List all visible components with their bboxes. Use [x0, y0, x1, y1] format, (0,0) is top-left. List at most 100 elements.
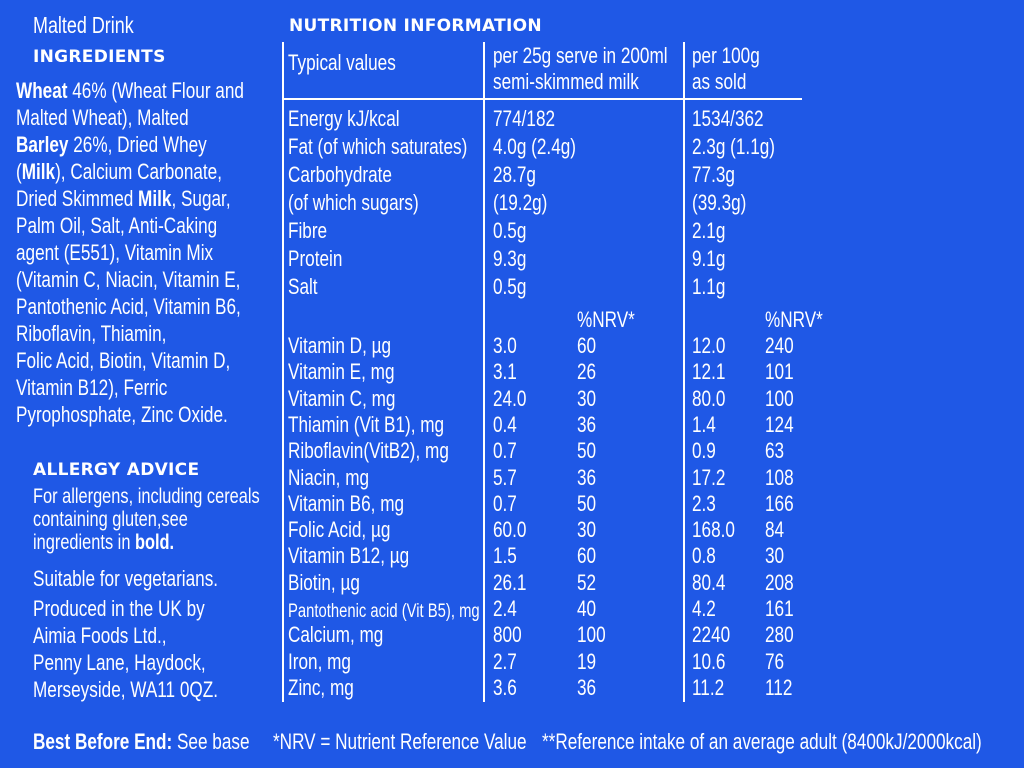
- nutrient-label: Fibre: [288, 218, 328, 243]
- vitamin-100g-value: 11.2: [692, 675, 725, 700]
- col-header-100g: per 100g as sold: [692, 43, 760, 95]
- vitamin-100g-value: 0.8: [692, 543, 716, 568]
- ingredient-line: Pantothenic Acid, Vitamin B6,: [16, 293, 244, 320]
- vitamin-100g-nrv: 101: [765, 359, 794, 384]
- vitamin-label: Vitamin B12, µg: [288, 543, 410, 568]
- vitamin-serve-nrv: 36: [577, 675, 597, 700]
- vitamin-serve-value: 0.4: [493, 412, 517, 437]
- allergen-text: Wheat: [16, 78, 68, 103]
- vitamin-label: Pantothenic acid (Vit B5), mg: [288, 601, 480, 622]
- nutrient-100g-value: 1534/362: [692, 106, 764, 131]
- nutrient-serve-value: 9.3g: [493, 246, 527, 271]
- vitamin-serve-value: 800: [493, 622, 522, 647]
- ingredient-line: Barley 26%, Dried Whey: [16, 131, 244, 158]
- ingredient-line: Pyrophosphate, Zinc Oxide.: [16, 401, 244, 428]
- col-header-100g-line: per 100g: [692, 43, 760, 68]
- vegetarian-note: Suitable for vegetarians.: [33, 566, 219, 591]
- product-name: Malted Drink: [33, 12, 134, 38]
- vitamin-100g-value: 1.4: [692, 412, 716, 437]
- vitamin-serve-value: 26.1: [493, 570, 527, 595]
- nrv-footnote: *NRV = Nutrient Reference Value: [273, 729, 527, 754]
- ingredient-text: agent (E551), Vitamin Mix: [16, 240, 214, 265]
- nutrient-label: Salt: [288, 274, 318, 299]
- vitamin-label: Vitamin E, mg: [288, 359, 395, 384]
- nutrient-label: Protein: [288, 246, 343, 271]
- vitamin-label: Thiamin (Vit B1), mg: [288, 412, 445, 437]
- ingredients-list: Wheat 46% (Wheat Flour and Malted Wheat),…: [16, 77, 244, 428]
- vitamin-serve-nrv: 30: [577, 517, 597, 542]
- nutrient-serve-value: 4.0g (2.4g): [493, 134, 576, 159]
- vitamin-100g-value: 17.2: [692, 465, 726, 490]
- vitamin-serve-nrv: 30: [577, 386, 597, 411]
- vitamin-100g-nrv: 161: [765, 596, 794, 621]
- vitamin-serve-value: 2.4: [493, 596, 517, 621]
- ingredient-text: 26%, Dried Whey: [68, 132, 207, 157]
- vitamin-serve-value: 5.7: [493, 465, 517, 490]
- ingredient-text: , Sugar,: [171, 186, 231, 211]
- vitamin-serve-value: 24.0: [493, 386, 527, 411]
- vitamin-serve-nrv: 36: [577, 412, 597, 437]
- vitamin-label: Iron, mg: [288, 649, 351, 674]
- vitamin-label: Folic Acid, µg: [288, 517, 391, 542]
- nutrient-100g-value: 2.3g (1.1g): [692, 134, 775, 159]
- vitamin-serve-value: 3.1: [493, 359, 517, 384]
- vitamin-label: Biotin, µg: [288, 570, 360, 595]
- col-header-serve-line: semi-skimmed milk: [493, 69, 639, 94]
- ingredient-line: Wheat 46% (Wheat Flour and: [16, 77, 244, 104]
- nutrient-serve-value: (19.2g): [493, 190, 548, 215]
- vitamin-label: Zinc, mg: [288, 675, 354, 700]
- ingredient-line: Folic Acid, Biotin, Vitamin D,: [16, 347, 244, 374]
- vitamin-serve-value: 1.5: [493, 543, 517, 568]
- allergy-line-1: For allergens, including cereals: [33, 485, 260, 508]
- vitamin-serve-nrv: 100: [577, 622, 606, 647]
- col-header-serve: per 25g serve in 200ml semi-skimmed milk: [493, 43, 668, 95]
- ingredient-text: Folic Acid, Biotin, Vitamin D,: [16, 348, 231, 373]
- vitamin-serve-value: 0.7: [493, 491, 517, 516]
- vitamin-100g-nrv: 280: [765, 622, 794, 647]
- vitamin-100g-nrv: 76: [765, 649, 785, 674]
- vitamin-serve-value: 60.0: [493, 517, 527, 542]
- col-header-serve-line: per 25g serve in 200ml: [493, 43, 668, 68]
- vitamin-serve-nrv: 60: [577, 543, 597, 568]
- vitamin-100g-value: 4.2: [692, 596, 716, 621]
- vitamin-serve-nrv: 40: [577, 596, 597, 621]
- allergen-text: Milk: [21, 159, 56, 184]
- vitamin-100g-nrv: 30: [765, 543, 785, 568]
- allergy-heading: ALLERGY ADVICE: [33, 460, 200, 480]
- nutrient-label: Carbohydrate: [288, 162, 392, 187]
- vitamin-serve-nrv: 60: [577, 333, 597, 358]
- nutrient-serve-value: 0.5g: [493, 274, 527, 299]
- nutrient-100g-value: 77.3g: [692, 162, 735, 187]
- nutrient-100g-value: 1.1g: [692, 274, 726, 299]
- ingredient-text: Riboflavin, Thiamin,: [16, 321, 167, 346]
- vitamin-100g-value: 168.0: [692, 517, 735, 542]
- nutrient-label: (of which sugars): [288, 190, 419, 215]
- nutrient-serve-value: 0.5g: [493, 218, 527, 243]
- nutrient-100g-value: (39.3g): [692, 190, 747, 215]
- best-before-value: See base: [172, 729, 250, 754]
- vitamin-label: Calcium, mg: [288, 622, 384, 647]
- vitamin-100g-value: 12.0: [692, 333, 726, 358]
- vitamin-serve-value: 2.7: [493, 649, 517, 674]
- allergen-text: Milk: [138, 186, 172, 211]
- allergy-line-2: containing gluten,see: [33, 508, 188, 531]
- nutrient-serve-value: 28.7g: [493, 162, 536, 187]
- nutrition-heading: NUTRITION INFORMATION: [289, 16, 542, 36]
- vitamin-100g-nrv: 112: [765, 675, 793, 700]
- producer-address: Produced in the UK by Aimia Foods Ltd., …: [33, 595, 218, 703]
- vitamin-serve-nrv: 52: [577, 570, 597, 595]
- ingredient-line: Dried Skimmed Milk, Sugar,: [16, 185, 244, 212]
- ingredient-line: Vitamin B12), Ferric: [16, 374, 244, 401]
- vitamin-serve-nrv: 50: [577, 438, 597, 463]
- nutrient-label: Fat (of which saturates): [288, 134, 468, 159]
- vitamin-label: Vitamin B6, mg: [288, 491, 405, 516]
- vitamin-100g-value: 2240: [692, 622, 731, 647]
- vitamin-100g-nrv: 208: [765, 570, 794, 595]
- ingredient-text: Pyrophosphate, Zinc Oxide.: [16, 402, 228, 427]
- nrv-header-serve: %NRV*: [577, 307, 635, 332]
- allergy-line-3-bold: bold.: [134, 531, 175, 554]
- vitamin-label: Niacin, mg: [288, 465, 370, 490]
- col-header-100g-line: as sold: [692, 69, 747, 94]
- vitamin-100g-value: 80.0: [692, 386, 726, 411]
- ingredient-text: (Vitamin C, Niacin, Vitamin E,: [16, 267, 241, 292]
